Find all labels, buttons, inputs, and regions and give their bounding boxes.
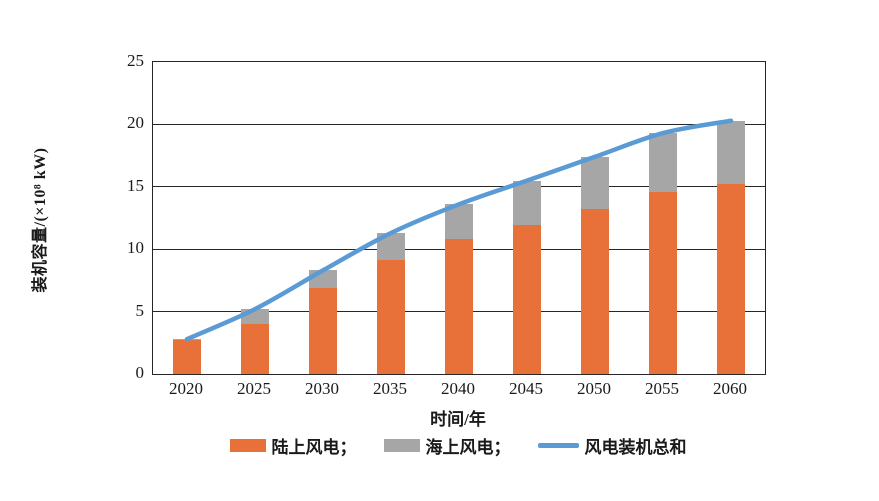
legend-bar-swatch <box>229 439 266 452</box>
x-tick-label: 2055 <box>645 379 679 398</box>
y-tick-label: 0 <box>135 363 145 382</box>
bars-layer <box>153 62 765 374</box>
offshore-bar-segment <box>513 180 541 226</box>
onshore-bar-segment <box>513 225 541 374</box>
plot-area <box>152 61 766 375</box>
x-tick-label: 2060 <box>713 379 747 398</box>
y-tick-label: 10 <box>127 238 144 258</box>
y-tick-label: 25 <box>127 51 144 70</box>
x-axis-title: 时间/年 <box>430 410 486 429</box>
total-capacity-line <box>184 118 734 342</box>
onshore-bar-segment <box>581 209 609 374</box>
y-tick-label: 5 <box>135 300 145 320</box>
y-tick-label: 20 <box>127 113 144 133</box>
onshore-bar-segment <box>173 340 201 374</box>
x-tick-label: 2025 <box>237 379 271 398</box>
x-tick-label: 2050 <box>577 379 611 398</box>
legend-line-swatch <box>537 443 579 448</box>
legend: 陆上风电； 海上风电； 风电装机总和 <box>152 433 764 458</box>
onshore-bar-segment <box>241 324 269 374</box>
legend-label: 陆上风电； <box>271 438 357 457</box>
legend-label: 风电装机总和 <box>584 438 687 457</box>
total-line-layer <box>184 118 734 342</box>
legend-label: 海上风电； <box>425 438 511 457</box>
x-tick-label: 2045 <box>509 379 543 398</box>
gridline <box>153 186 765 188</box>
gridline <box>153 123 765 125</box>
offshore-bar-segment <box>717 120 745 185</box>
x-tick-label: 2030 <box>305 379 339 398</box>
legend-item: 陆上风电； <box>229 433 357 458</box>
onshore-bar-segment <box>717 184 745 374</box>
x-tick-label: 2020 <box>169 379 203 398</box>
onshore-bar-segment <box>377 260 405 374</box>
offshore-bar-segment <box>649 133 677 192</box>
legend-item: 风电装机总和 <box>537 433 687 458</box>
y-tick-label: 15 <box>127 175 144 195</box>
y-axis-title: 装机容量/(×10⁸ kW) <box>32 147 49 293</box>
offshore-bar-segment <box>581 156 609 210</box>
onshore-bar-segment <box>649 191 677 374</box>
onshore-bar-segment <box>445 239 473 374</box>
legend-item: 海上风电； <box>383 433 511 458</box>
onshore-bar-segment <box>309 287 337 374</box>
x-tick-label: 2035 <box>373 379 407 398</box>
legend-bar-swatch <box>383 439 420 452</box>
x-tick-label: 2040 <box>441 379 475 398</box>
